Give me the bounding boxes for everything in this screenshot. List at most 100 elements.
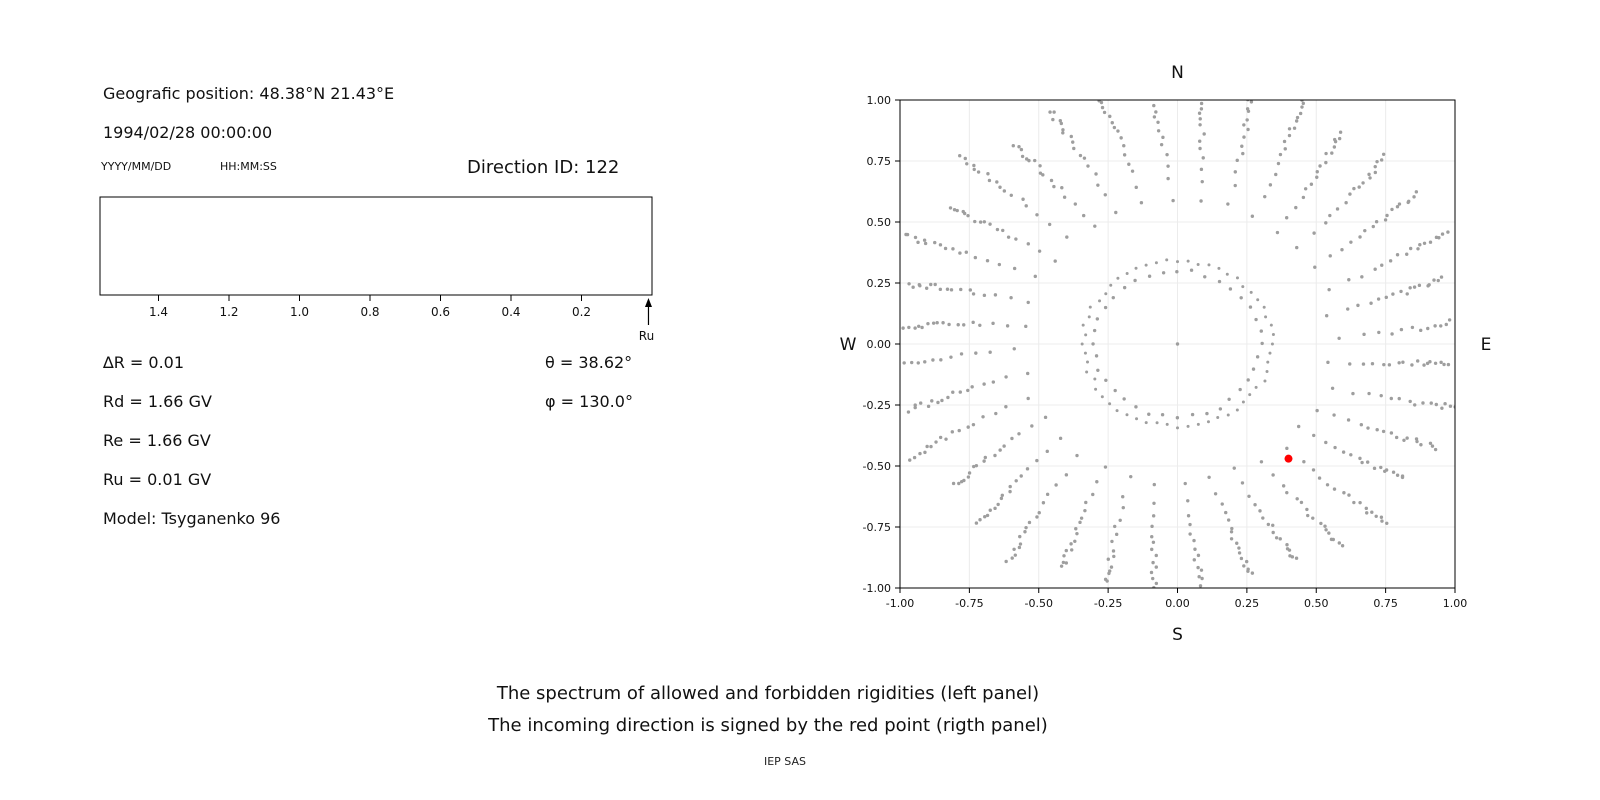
direction-dot xyxy=(1012,547,1016,551)
direction-dot xyxy=(1041,173,1045,177)
direction-dot xyxy=(1458,320,1461,323)
direction-dot xyxy=(1113,388,1117,393)
direction-dot xyxy=(1410,325,1415,330)
direction-dot xyxy=(1038,171,1043,175)
direction-dot xyxy=(1004,405,1008,409)
direction-dot xyxy=(1405,292,1409,296)
ring-dot xyxy=(1216,415,1220,419)
direction-dot xyxy=(1146,88,1149,91)
direction-dot xyxy=(1027,520,1032,525)
direction-dot xyxy=(1301,101,1306,106)
direction-dot xyxy=(1271,473,1275,477)
direction-dot xyxy=(1463,409,1466,412)
direction-dot xyxy=(1367,391,1371,396)
y-tick-label: 0.25 xyxy=(867,277,892,290)
direction-dot xyxy=(1410,363,1414,367)
ring-dot xyxy=(1176,426,1179,430)
direction-dot xyxy=(1160,413,1165,417)
direction-dot xyxy=(955,208,959,213)
direction-dot xyxy=(1446,362,1451,367)
direction-dot xyxy=(985,259,990,263)
direction-dot xyxy=(1096,368,1100,372)
direction-dot xyxy=(1024,525,1028,530)
direction-dot xyxy=(1373,267,1377,271)
direction-dot xyxy=(1371,224,1375,229)
direction-dot xyxy=(958,251,962,255)
direction-dot xyxy=(1315,170,1319,174)
direction-dot xyxy=(1419,328,1423,333)
direction-dot xyxy=(1151,540,1156,545)
direction-dot xyxy=(1065,235,1069,239)
direction-dot xyxy=(1005,324,1010,328)
direction-dot xyxy=(1116,129,1120,133)
direction-dot xyxy=(988,350,992,354)
direction-dot xyxy=(1217,279,1222,284)
direction-dot xyxy=(951,481,956,486)
direction-dot xyxy=(1275,230,1280,235)
direction-dot xyxy=(1389,431,1394,435)
direction-dot xyxy=(1253,503,1257,507)
direction-dot xyxy=(1278,152,1283,157)
direction-dot xyxy=(1263,194,1267,199)
direction-dot xyxy=(1061,131,1065,135)
direction-dot xyxy=(1054,483,1058,487)
direction-dot xyxy=(923,360,927,364)
direction-dot xyxy=(1235,158,1239,163)
direction-dot xyxy=(1375,159,1379,164)
direction-dot xyxy=(1335,207,1340,211)
direction-dot xyxy=(1200,179,1204,184)
direction-dot xyxy=(1432,278,1436,282)
direction-dot xyxy=(1327,287,1331,292)
direction-dot xyxy=(1152,482,1157,487)
direction-dot xyxy=(940,398,944,403)
ring-dot xyxy=(1186,259,1190,263)
direction-dot xyxy=(993,293,998,297)
direction-dot xyxy=(1009,295,1013,300)
direction-dot xyxy=(1402,438,1406,443)
direction-dot xyxy=(1260,341,1264,346)
direction-dot xyxy=(1418,243,1422,247)
direction-dot xyxy=(1360,460,1364,465)
direction-dot xyxy=(1121,494,1125,499)
direction-dot xyxy=(1399,327,1404,332)
direction-dot xyxy=(1100,105,1105,110)
ring-dot xyxy=(1268,351,1272,355)
direction-dot xyxy=(1012,266,1017,271)
direction-dot xyxy=(1369,301,1373,305)
ring-dot xyxy=(1249,290,1253,294)
direction-dot xyxy=(1102,110,1107,115)
direction-dot xyxy=(1358,500,1362,505)
y-tick-label: 0.00 xyxy=(867,338,892,351)
direction-dot xyxy=(1324,528,1328,532)
direction-dot xyxy=(1383,218,1388,222)
direction-dot xyxy=(958,390,962,394)
ring-dot xyxy=(1256,298,1260,302)
direction-dot xyxy=(1254,317,1258,322)
direction-dot xyxy=(978,323,982,327)
direction-dot xyxy=(1323,524,1327,528)
direction-dot xyxy=(995,227,1000,232)
compass-east-label: E xyxy=(1481,335,1492,355)
direction-dot xyxy=(1074,527,1078,531)
time-format-label: HH:MM:SS xyxy=(220,160,277,173)
direction-dot xyxy=(1433,361,1438,365)
direction-dot xyxy=(1011,144,1015,148)
direction-dot xyxy=(1348,362,1352,366)
direction-dot xyxy=(1238,387,1242,392)
direction-dot xyxy=(1069,134,1073,139)
direction-dot xyxy=(1347,493,1351,497)
direction-dot xyxy=(1198,146,1202,151)
direction-dot xyxy=(1439,275,1444,279)
spectrum-x-tick-label: 1.0 xyxy=(290,305,309,319)
direction-dot xyxy=(1154,565,1158,569)
y-tick-label: -0.25 xyxy=(863,399,891,412)
direction-dot xyxy=(1365,511,1369,515)
direction-dot xyxy=(1239,556,1244,561)
footer-credit: IEP SAS xyxy=(763,755,807,768)
direction-dot xyxy=(1094,354,1099,358)
direction-dot xyxy=(1122,153,1127,157)
ring-dot xyxy=(1263,379,1267,383)
ring-dot xyxy=(1083,351,1087,355)
direction-dot xyxy=(1071,140,1075,144)
direction-dot xyxy=(1245,118,1249,122)
